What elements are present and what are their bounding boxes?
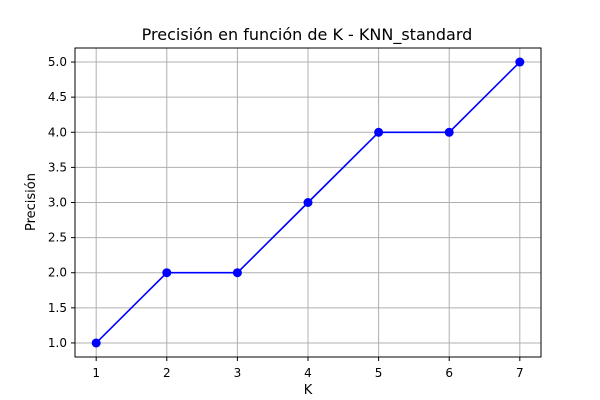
- x-axis-label: K: [304, 383, 313, 398]
- data-point: [91, 338, 101, 348]
- x-tick-label: 7: [516, 366, 524, 380]
- x-tick-label: 5: [375, 366, 383, 380]
- y-tick-label: 1.5: [48, 301, 67, 315]
- chart-title: Precisión en función de K - KNN_standard: [142, 25, 473, 45]
- data-point: [374, 127, 384, 137]
- x-tick-label: 3: [234, 366, 242, 380]
- y-tick-label: 3.0: [48, 196, 67, 210]
- data-point: [515, 57, 525, 67]
- data-point: [232, 268, 242, 278]
- data-point: [444, 127, 454, 137]
- y-tick-label: 4.5: [48, 90, 67, 104]
- plot-frame: [74, 47, 542, 358]
- y-tick-label: 1.0: [48, 336, 67, 350]
- y-tick-label: 2.5: [48, 231, 67, 245]
- x-tick-label: 1: [92, 366, 100, 380]
- y-tick-label: 5.0: [48, 55, 67, 69]
- axis-ticks: 1 2 3 4 5 6 7 1.0 1.5 2.0 2.5 3.0 3.5 4.0 4.5 5.0: [48, 55, 524, 380]
- x-tick-label: 6: [445, 366, 453, 380]
- y-tick-label: 2.0: [48, 266, 67, 280]
- x-tick-label: 2: [163, 366, 171, 380]
- y-axis-label: Precisión: [24, 173, 39, 231]
- y-tick-label: 3.5: [48, 160, 67, 174]
- data-point: [162, 268, 172, 278]
- data-series: [91, 57, 525, 348]
- x-tick-label: 4: [304, 366, 312, 380]
- data-point: [303, 198, 313, 207]
- y-tick-label: 4.0: [48, 125, 67, 139]
- grid-lines: [75, 48, 541, 357]
